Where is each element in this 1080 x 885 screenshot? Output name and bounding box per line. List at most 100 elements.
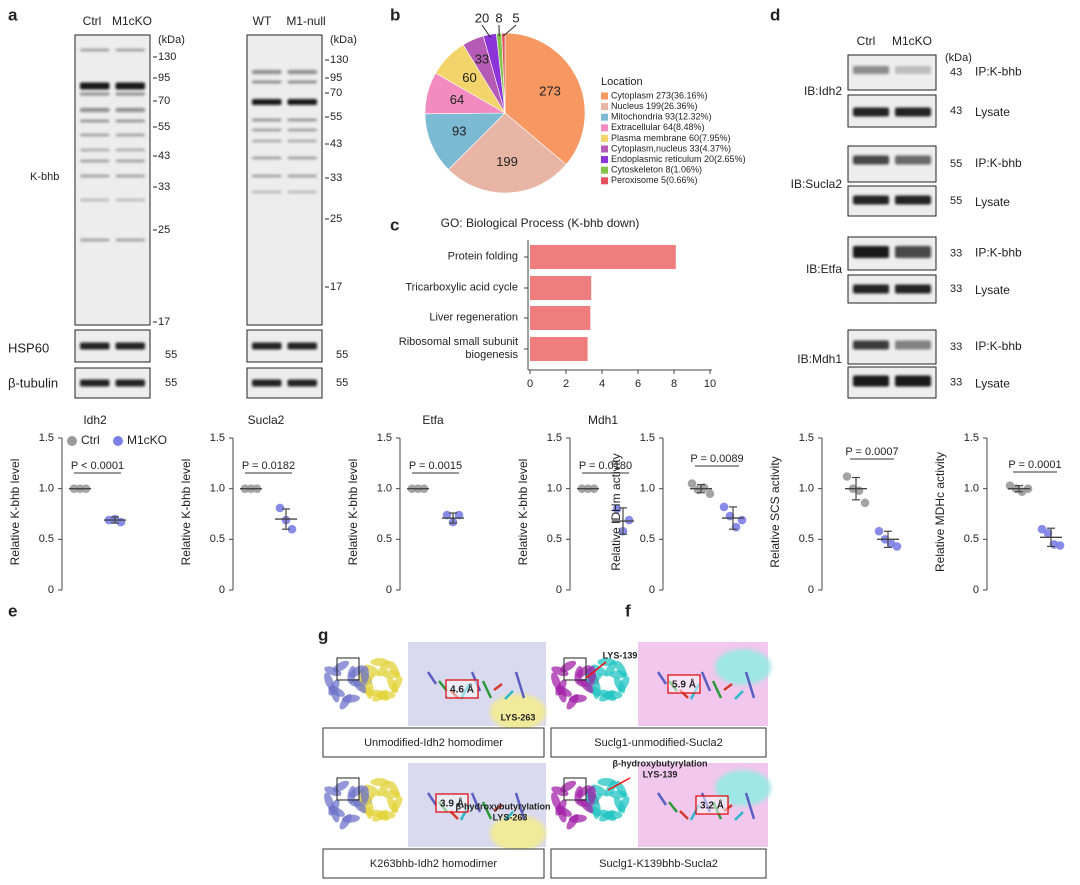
data-point	[737, 515, 747, 525]
legend-swatch	[601, 166, 608, 174]
legend-label: Plasma membrane 60(7.95%)	[611, 133, 731, 143]
pointer-arrow	[585, 661, 607, 679]
y-tick-label: 0.5	[964, 533, 979, 545]
legend-label: Peroxisome 5(0.66%)	[611, 175, 698, 185]
protein-ribbon	[364, 664, 381, 676]
y-tick-label: 0.5	[799, 533, 814, 545]
residue-stick	[514, 671, 526, 699]
p-value: P = 0.0089	[690, 453, 743, 465]
residue-stick	[493, 683, 503, 691]
caption-box	[322, 848, 545, 879]
marker-label: 33	[950, 376, 962, 388]
lane-label: Ctrl	[83, 14, 102, 28]
marker-label: 95	[330, 72, 342, 84]
y-tick-label: 1.0	[799, 483, 814, 495]
protein-ribbon	[364, 784, 381, 796]
band	[115, 159, 145, 163]
band	[115, 133, 145, 137]
marker-label: 95	[158, 72, 170, 84]
marker-label: 55	[165, 377, 177, 389]
residue-stick	[711, 680, 723, 699]
residue-stick	[481, 801, 493, 820]
protein-ribbon	[388, 780, 400, 797]
protein-ribbon	[370, 658, 389, 667]
protein-ribbon	[592, 800, 601, 819]
bar	[530, 276, 592, 300]
protein-ribbon	[391, 676, 403, 693]
loading-label: HSP60	[8, 340, 49, 355]
y-tick-label: 0.5	[39, 533, 54, 545]
band	[895, 155, 931, 165]
protein-ribbon	[592, 680, 601, 699]
band	[287, 342, 317, 350]
y-tick-label: Protein folding	[447, 250, 518, 263]
caption-box	[550, 727, 767, 758]
band	[853, 340, 889, 350]
zoom-region	[715, 770, 771, 806]
band	[287, 128, 317, 132]
band	[80, 174, 110, 178]
pie-slice	[504, 32, 586, 166]
data-point	[705, 489, 715, 499]
marker-label: 43	[950, 105, 962, 117]
marker-label: 43	[950, 66, 962, 78]
caption-box	[550, 848, 767, 879]
y-tick-label: 1.5	[377, 432, 392, 444]
band	[80, 82, 110, 90]
band	[853, 284, 889, 294]
pie-slice	[447, 112, 567, 194]
x-tick-label: 8	[671, 378, 677, 390]
band	[80, 133, 110, 137]
band	[115, 48, 145, 52]
y-tick-label: 0.5	[377, 533, 392, 545]
bar	[530, 245, 676, 269]
pie-slice	[501, 32, 506, 114]
caption: Unmodified-Idh2 homodimer	[364, 737, 503, 749]
band	[287, 174, 317, 178]
data-point	[624, 515, 634, 525]
ib-label: IB:Idh2	[804, 84, 842, 98]
protein-ribbon	[378, 780, 390, 797]
x-tick-label: 4	[599, 378, 605, 390]
band	[853, 155, 889, 165]
y-axis-label: Relative K-bhb level	[516, 459, 530, 566]
distance-label: 5.9 Å	[672, 678, 696, 691]
distance-box	[435, 793, 469, 813]
slice-label: 64	[450, 92, 464, 107]
y-tick-label: 1.0	[547, 483, 562, 495]
legend-label: Nucleus 199(26.36%)	[611, 101, 698, 111]
band	[115, 108, 145, 112]
band	[80, 108, 110, 112]
residue-stick	[734, 811, 744, 821]
protein-ribbon	[378, 660, 390, 677]
band	[287, 80, 317, 84]
protein-ribbon	[568, 694, 587, 703]
residue-stick	[656, 792, 668, 806]
marker-label: 55	[165, 349, 177, 361]
p-value: P = 0.0001	[1008, 459, 1061, 471]
y-tick-label: 0	[219, 584, 225, 596]
band	[252, 118, 282, 122]
y-tick-label: 0.5	[547, 533, 562, 545]
distance-box	[695, 795, 729, 815]
unit-label: (kDa)	[158, 34, 185, 46]
slice-label: 60	[462, 70, 476, 85]
y-tick-label: 1.0	[210, 483, 225, 495]
marker-label: 17	[330, 281, 342, 293]
band	[252, 342, 282, 350]
marker-label: 55	[950, 195, 962, 207]
band	[287, 139, 317, 143]
protein-ribbon	[341, 694, 360, 703]
legend-title: Location	[601, 76, 643, 88]
panel-letter: a	[8, 5, 18, 24]
data-point	[842, 472, 852, 481]
zoom-box	[563, 657, 587, 681]
y-tick-label: 1.0	[377, 483, 392, 495]
lysate-label: Lysate	[975, 105, 1010, 119]
band	[252, 190, 282, 194]
protein-ribbon	[579, 679, 594, 693]
marker-label: 43	[158, 150, 170, 162]
p-value: P = 0.0180	[579, 460, 632, 472]
band	[853, 246, 889, 258]
data-point	[275, 503, 285, 513]
